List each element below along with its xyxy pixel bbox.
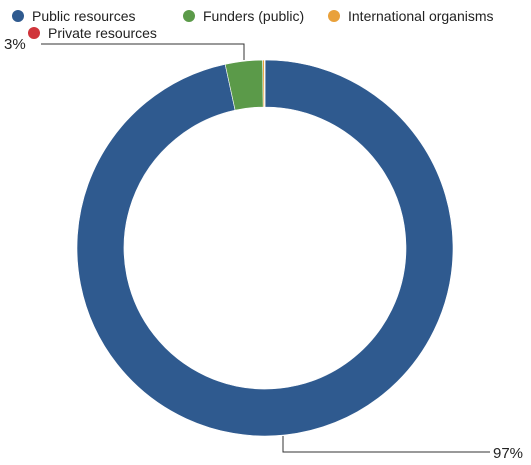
legend-label-public-resources: Public resources: [32, 8, 136, 24]
slice-private-resources[interactable]: [264, 59, 266, 108]
slice-public-resources[interactable]: [76, 59, 454, 437]
leader-line-funders: [41, 43, 245, 60]
legend-item-private-resources[interactable]: Private resources: [28, 25, 157, 41]
legend-label-international-organisms: International organisms: [348, 8, 494, 24]
legend-item-funders-public[interactable]: Funders (public): [183, 8, 304, 24]
legend-item-public-resources[interactable]: Public resources: [12, 8, 136, 24]
legend-item-international-organisms[interactable]: International organisms: [328, 8, 494, 24]
legend-swatch-private-resources: [28, 27, 40, 39]
legend-swatch-public-resources: [12, 10, 24, 22]
legend-label-private-resources: Private resources: [48, 25, 157, 41]
legend-swatch-international-organisms: [328, 10, 340, 22]
data-label-funders: 3%: [4, 36, 26, 53]
data-label-public: 97%: [493, 445, 523, 462]
legend-swatch-funders-public: [183, 10, 195, 22]
chart-legend: Public resources Funders (public) Intern…: [12, 8, 494, 41]
donut-slices: [76, 59, 454, 437]
legend-label-funders-public: Funders (public): [203, 8, 304, 24]
data-labels: 3% 97%: [4, 36, 523, 462]
leader-line-public: [282, 436, 490, 453]
